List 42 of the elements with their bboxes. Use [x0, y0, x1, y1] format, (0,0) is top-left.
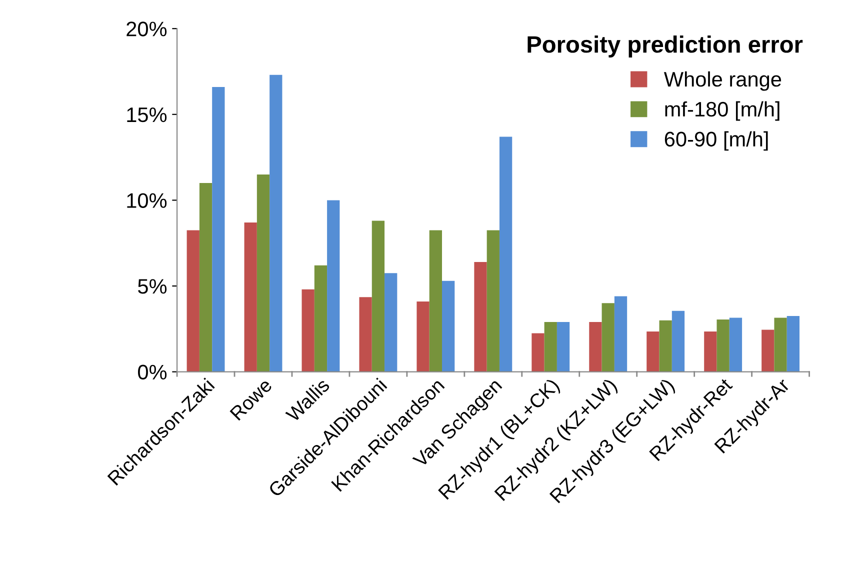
legend-label: 60-90 [m/h]: [664, 131, 768, 151]
bar: [672, 310, 685, 372]
bar: [212, 86, 225, 372]
bar: [359, 297, 372, 372]
bar: [729, 318, 742, 372]
bar: [614, 296, 628, 372]
y-tick-label: 15%: [127, 107, 167, 122]
bar: [786, 316, 800, 372]
bar: [384, 273, 398, 372]
bar: [186, 230, 200, 372]
bar: [602, 303, 614, 372]
bar: [442, 280, 455, 372]
y-tick-label: 20%: [126, 22, 167, 36]
bar: [774, 318, 787, 372]
bar: [556, 322, 570, 372]
y-tick-label: 10%: [127, 193, 167, 208]
chart-title: Porosity prediction error: [528, 35, 803, 58]
bar: [314, 265, 328, 372]
bar: [659, 320, 672, 372]
y-tick-label: 0%: [138, 364, 167, 380]
bar: [716, 319, 730, 372]
legend-label: Whole range: [664, 71, 782, 91]
bar: [544, 322, 557, 372]
bar: [270, 74, 282, 372]
bar: [327, 200, 340, 372]
bar: [302, 289, 314, 372]
bar: [646, 331, 660, 372]
bar: [416, 301, 430, 372]
bar: [199, 183, 212, 372]
bar: [532, 333, 544, 372]
bar: [256, 174, 270, 372]
bar: [372, 220, 385, 372]
legend-label: mf-180 [m/h]: [665, 101, 780, 121]
bar: [486, 230, 500, 372]
y-tick-label: 5%: [138, 279, 167, 294]
bar: [589, 322, 602, 372]
bar: [704, 331, 717, 372]
bar: [429, 230, 442, 372]
bar: [762, 330, 774, 372]
bar: [474, 262, 487, 372]
bar: [499, 136, 512, 372]
bar: [244, 222, 257, 372]
